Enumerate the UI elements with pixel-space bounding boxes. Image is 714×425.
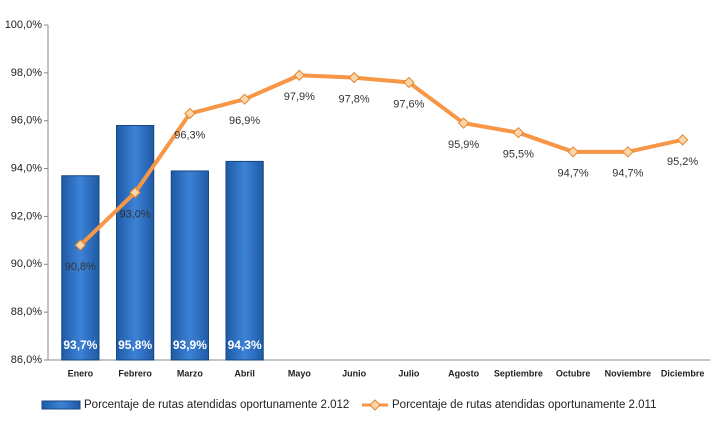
bar-value-label: 95,8% xyxy=(118,338,152,352)
line-value-label: 94,7% xyxy=(612,168,643,180)
line-value-label: 93,0% xyxy=(120,208,151,220)
bar xyxy=(170,170,209,361)
x-tick-label: Mayo xyxy=(288,368,312,378)
line-value-label: 95,2% xyxy=(667,156,698,168)
y-tick-label: 94,0% xyxy=(11,162,42,174)
y-tick-label: 88,0% xyxy=(11,306,42,318)
line-value-label: 97,9% xyxy=(284,91,315,103)
y-tick-label: 90,0% xyxy=(11,258,42,270)
line-value-label: 96,3% xyxy=(174,129,205,141)
x-tick-label: Febrero xyxy=(118,368,152,378)
line-value-label: 95,9% xyxy=(448,139,479,151)
line-value-label: 96,9% xyxy=(229,115,260,127)
y-tick-label: 92,0% xyxy=(11,210,42,222)
x-tick-label: Julio xyxy=(398,368,420,378)
line-value-label: 97,8% xyxy=(339,94,370,106)
marker xyxy=(74,239,87,251)
marker xyxy=(293,69,306,81)
marker xyxy=(238,93,251,105)
line-value-label: 90,8% xyxy=(65,261,96,273)
x-tick-label: Marzo xyxy=(177,368,204,378)
marker xyxy=(403,76,415,89)
bar xyxy=(116,125,155,361)
marker xyxy=(676,134,689,146)
marker xyxy=(348,71,360,84)
y-tick-label: 100,0% xyxy=(5,19,43,31)
line xyxy=(78,73,684,247)
x-tick-label: Septiembre xyxy=(494,368,543,378)
legend-label: Porcentaje de rutas atendidas oportuname… xyxy=(392,399,656,411)
marker xyxy=(184,107,196,120)
line-value-label: 94,7% xyxy=(558,168,589,180)
y-tick-label: 96,0% xyxy=(11,115,42,127)
x-tick-label: Junio xyxy=(342,368,367,378)
marker xyxy=(457,117,470,129)
marker xyxy=(129,186,141,199)
x-tick-label: Abril xyxy=(234,368,255,378)
legend-marker xyxy=(369,399,381,411)
x-tick-label: Noviembre xyxy=(605,368,652,378)
x-tick-label: Enero xyxy=(68,368,94,378)
x-tick-label: Octubre xyxy=(556,368,591,378)
marker xyxy=(512,126,525,139)
legend-label: Porcentaje de rutas atendidas oportuname… xyxy=(84,399,349,411)
marker xyxy=(622,146,634,158)
y-tick-label: 86,0% xyxy=(11,354,42,366)
x-tick-label: Diciembre xyxy=(661,368,705,378)
bar xyxy=(225,160,264,361)
bar xyxy=(61,175,100,361)
legend-swatch xyxy=(41,400,81,410)
line-value-label: 95,5% xyxy=(503,149,534,161)
bar-value-label: 93,9% xyxy=(173,338,207,352)
marker xyxy=(567,146,579,158)
bar-value-label: 94,3% xyxy=(228,338,262,352)
y-tick-label: 98,0% xyxy=(11,67,42,79)
x-tick-label: Agosto xyxy=(448,368,479,378)
line-value-label: 97,6% xyxy=(393,98,424,110)
bar-value-label: 93,7% xyxy=(63,338,97,352)
